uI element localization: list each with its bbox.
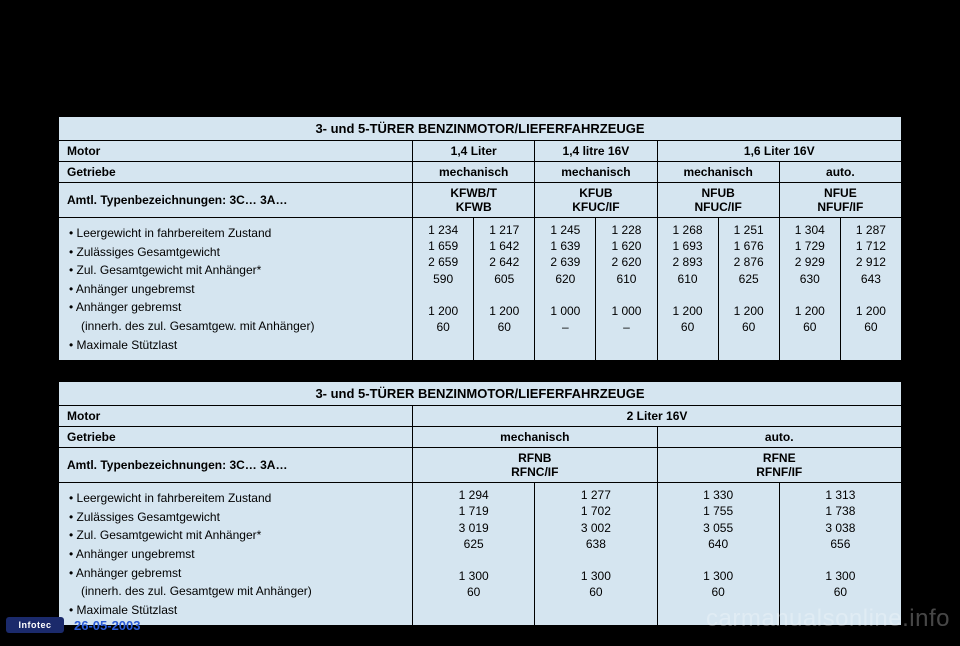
getriebe-head: mechanisch [413,427,657,448]
code-head: NFUE NFUF/IF [779,183,901,218]
motor-label: Motor [59,141,413,162]
watermark: carmanualsonline.info [706,605,950,633]
code-head: RFNB RFNC/IF [413,448,657,483]
data-col-0: 1 294 1 719 3 019 625 1 300 60 [413,483,535,626]
code-head: NFUB NFUC/IF [657,183,779,218]
spec-table-0: 3- und 5-TÜRER BENZINMOTOR/LIEFERFAHRZEU… [58,116,902,361]
getriebe-label: Getriebe [59,427,413,448]
getriebe-head: auto. [779,162,901,183]
typ-label: Amtl. Typenbezeichnungen: 3C… 3A… [59,183,413,218]
data-col-0: 1 234 1 659 2 659 590 1 200 60 [413,218,474,361]
row-labels: • Leergewicht in fahrbereitem Zustand• Z… [59,483,413,626]
motor-head: 2 Liter 16V [413,406,902,427]
getriebe-head: mechanisch [657,162,779,183]
getriebe-label: Getriebe [59,162,413,183]
motor-head: 1,6 Liter 16V [657,141,901,162]
motor-label: Motor [59,406,413,427]
data-col-5: 1 251 1 676 2 876 625 1 200 60 [718,218,779,361]
data-col-1: 1 217 1 642 2 642 605 1 200 60 [474,218,535,361]
motor-head: 1,4 Liter [413,141,535,162]
footer-date: 26-05-2003 [74,618,141,633]
table-title: 3- und 5-TÜRER BENZINMOTOR/LIEFERFAHRZEU… [59,382,902,406]
data-col-4: 1 268 1 693 2 893 610 1 200 60 [657,218,718,361]
code-head: KFUB KFUC/IF [535,183,657,218]
getriebe-head: mechanisch [413,162,535,183]
footer: Infotec 26-05-2003 [6,617,141,633]
getriebe-head: auto. [657,427,901,448]
page-content: 3- und 5-TÜRER BENZINMOTOR/LIEFERFAHRZEU… [58,116,902,646]
typ-label: Amtl. Typenbezeichnungen: 3C… 3A… [59,448,413,483]
data-col-3: 1 228 1 620 2 620 610 1 000 – [596,218,657,361]
data-col-6: 1 304 1 729 2 929 630 1 200 60 [779,218,840,361]
infotec-logo: Infotec [6,617,64,633]
code-head: KFWB/T KFWB [413,183,535,218]
data-col-1: 1 277 1 702 3 002 638 1 300 60 [535,483,657,626]
spec-table-1: 3- und 5-TÜRER BENZINMOTOR/LIEFERFAHRZEU… [58,381,902,626]
table-title: 3- und 5-TÜRER BENZINMOTOR/LIEFERFAHRZEU… [59,117,902,141]
row-labels: • Leergewicht in fahrbereitem Zustand• Z… [59,218,413,361]
data-col-2: 1 245 1 639 2 639 620 1 000 – [535,218,596,361]
code-head: RFNE RFNF/IF [657,448,901,483]
data-col-7: 1 287 1 712 2 912 643 1 200 60 [840,218,901,361]
getriebe-head: mechanisch [535,162,657,183]
motor-head: 1,4 litre 16V [535,141,657,162]
